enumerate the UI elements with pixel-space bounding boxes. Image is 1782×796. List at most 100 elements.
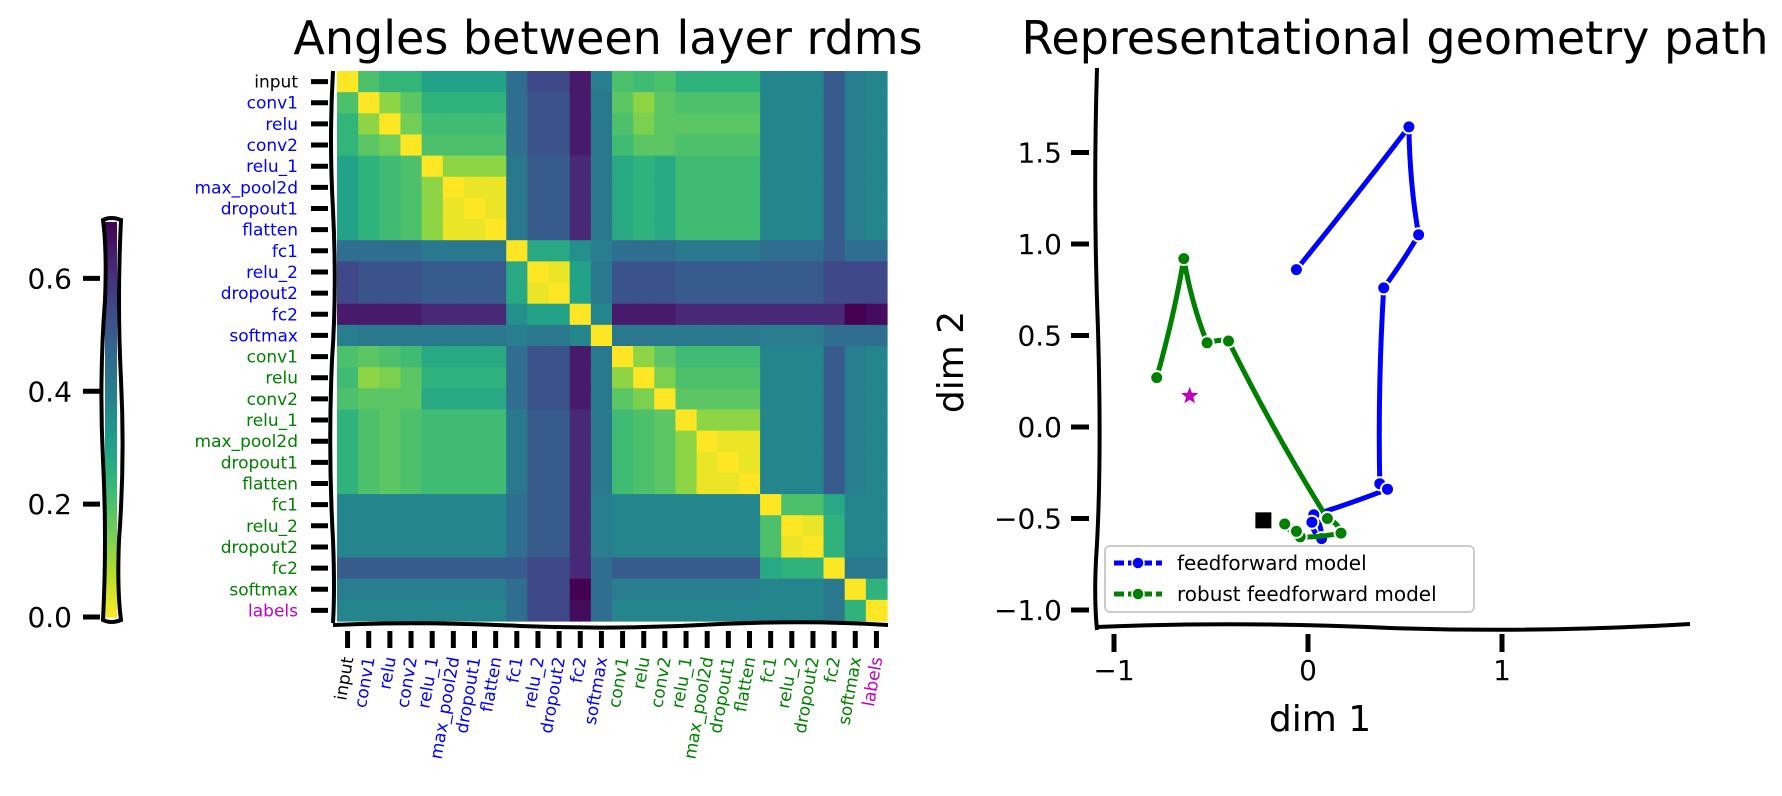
heatmap-cell [337, 303, 359, 326]
legend-box [1104, 545, 1475, 613]
heatmap-cell [612, 557, 634, 580]
colorbar-outline [99, 216, 125, 624]
heatmap-cell [865, 92, 888, 114]
heatmap-cell [802, 197, 825, 220]
colorbar [99, 216, 125, 624]
heatmap-cell [865, 367, 888, 389]
heatmap-cell [760, 599, 782, 622]
heatmap-cell [612, 134, 634, 157]
heatmap-cell [844, 472, 867, 495]
heatmap-cell [442, 176, 465, 199]
heatmap-cell [781, 71, 803, 93]
heatmap-cell [506, 536, 528, 559]
heatmap-cell [675, 430, 698, 453]
heatmap-cell [823, 430, 846, 453]
heatmap-cell [463, 155, 486, 178]
heatmap-cell [802, 536, 825, 559]
colorbar-step [105, 504, 117, 511]
colorbar-step [105, 346, 117, 353]
heatmap-cell [844, 71, 867, 93]
heatmap-cell [675, 303, 698, 326]
heatmap-cell [844, 92, 867, 114]
heatmap-cell [717, 367, 740, 389]
colorbar-step [105, 611, 117, 618]
heatmap-cell [802, 113, 825, 136]
heatmap-cell [527, 557, 550, 580]
heatmap-cell [337, 282, 359, 305]
heatmap-cell [358, 388, 380, 411]
heatmap-cell [760, 197, 782, 220]
x-axis-spine [1096, 622, 1691, 632]
heatmap-cell [654, 346, 677, 368]
heatmap-cell [654, 282, 677, 305]
heatmap-cell [548, 388, 571, 411]
heatmap-cell [823, 282, 846, 305]
heatmap-row-label: conv2 [247, 390, 298, 410]
heatmap-cell [738, 303, 761, 326]
heatmap-cell [781, 134, 803, 157]
heatmap-cell [802, 557, 825, 580]
heatmap-cell [590, 71, 613, 93]
heatmap-cell [400, 578, 423, 601]
heatmap-cell [463, 346, 486, 368]
heatmap-cell [463, 176, 486, 199]
heatmap-row-label: softmax [229, 580, 298, 600]
y-axis-spine [1093, 67, 1102, 631]
colorbar-step [105, 295, 117, 302]
heatmap-cell [463, 599, 486, 622]
heatmap-cell [781, 494, 803, 516]
heatmap-cell [506, 515, 528, 537]
heatmap-cell [696, 409, 719, 432]
heatmap-cell [379, 219, 402, 241]
heatmap-cell [463, 261, 486, 284]
heatmap-cell [506, 261, 528, 284]
heatmap-cell [400, 346, 423, 368]
heatmap-cell [590, 599, 613, 622]
heatmap-cell [675, 261, 698, 284]
heatmap-cell [548, 346, 571, 368]
heatmap-cell [717, 451, 740, 474]
heatmap-cell [358, 134, 380, 157]
heatmap-cell [654, 134, 677, 157]
heatmap-cell [379, 197, 402, 220]
y-tick-label: 1.0 [1017, 228, 1062, 261]
heatmap-cell [421, 282, 444, 305]
heatmap-cell [442, 219, 465, 241]
heatmap-cell [569, 388, 592, 411]
heatmap-cell [358, 282, 380, 305]
heatmap-cell [717, 557, 740, 580]
heatmap-cell [527, 303, 550, 326]
heatmap-cell [548, 155, 571, 178]
heatmap-cell [506, 388, 528, 411]
heatmap-cell [696, 197, 719, 220]
heatmap-row-label: dropout1 [221, 453, 298, 473]
heatmap-cell [823, 557, 846, 580]
heatmap-cell [337, 388, 359, 411]
heatmap-cell [802, 515, 825, 537]
heatmap-cell [400, 134, 423, 157]
heatmap-cell [738, 113, 761, 136]
colorbar-step [105, 554, 117, 562]
heatmap-cell [823, 240, 846, 262]
heatmap-cell [527, 71, 550, 93]
heatmap-cell [421, 303, 444, 326]
heatmap-cell [781, 324, 803, 347]
heatmap-cell [527, 113, 550, 136]
heatmap-cell [569, 261, 592, 284]
heatmap-cell [379, 134, 402, 157]
heatmap-cell [421, 346, 444, 368]
heatmap-cell [865, 515, 888, 537]
heatmap-cell [781, 303, 803, 326]
y-tick-label: −0.5 [994, 503, 1062, 536]
heatmap-cell [463, 494, 486, 516]
heatmap-cell [865, 134, 888, 157]
colorbar-step [105, 244, 117, 251]
heatmap-cell [463, 134, 486, 157]
heatmap-cell [527, 472, 550, 495]
heatmap-cell [527, 451, 550, 474]
heatmap-cell [379, 367, 402, 389]
heatmap-cell [865, 494, 888, 516]
heatmap-cell [421, 430, 444, 453]
heatmap-cell [760, 71, 782, 93]
heatmap-cell [844, 282, 867, 305]
